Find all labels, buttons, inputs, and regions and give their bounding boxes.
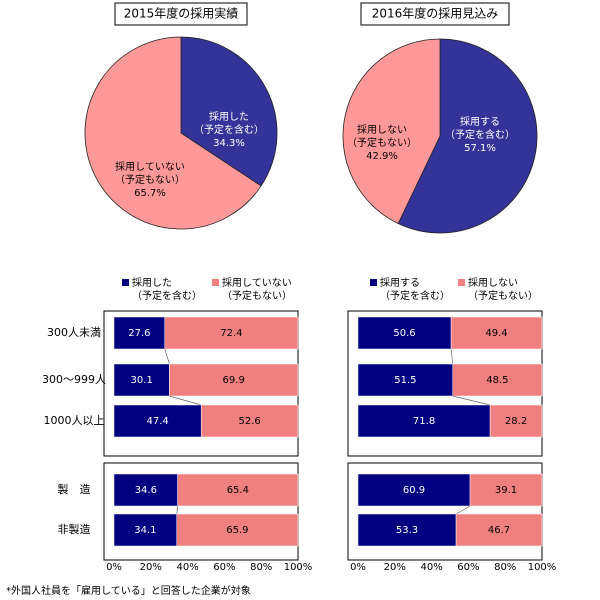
legend-label: 採用しない: [468, 276, 518, 289]
bar-value-label: 71.8: [413, 416, 435, 427]
x-tick-label: 40%: [420, 562, 442, 573]
pie-title: 2015年度の採用実績: [124, 6, 239, 21]
pie-slice-label: （予定もない）: [347, 136, 417, 149]
bar-value-label: 39.1: [495, 485, 517, 496]
pie-slice-value: 34.3%: [213, 138, 245, 149]
x-tick-label: 100%: [528, 562, 557, 573]
bar-segment-b: [489, 404, 543, 438]
x-tick-label: 20%: [384, 562, 406, 573]
bar-connector: [455, 505, 471, 515]
bar-value-label: 49.4: [485, 328, 507, 339]
pie-slice-label: 採用しない: [357, 123, 407, 136]
pie-slice-label: 採用していない: [115, 160, 185, 173]
bar-segment-a: [113, 316, 166, 350]
x-tick-label: 60%: [457, 562, 479, 573]
legend-label: （予定を含む）: [380, 289, 450, 302]
pie-slice-value: 42.9%: [366, 151, 398, 162]
bar-segment-b: [200, 404, 299, 438]
bar-value-label: 50.6: [393, 328, 415, 339]
legend-label: 採用した: [132, 276, 172, 289]
bar-segment-a: [357, 316, 452, 350]
x-tick-label: 60%: [213, 562, 235, 573]
bar-segment-b: [455, 513, 543, 547]
pie-slice-label: （予定を含む）: [445, 128, 515, 141]
bar-value-label: 52.6: [238, 416, 260, 427]
pie-slice-label: （予定を含む）: [194, 123, 264, 136]
bar-value-label: 51.5: [394, 375, 416, 386]
bar-value-label: 72.4: [220, 328, 242, 339]
bar-connector: [169, 395, 202, 406]
pie-title-box: [360, 2, 510, 26]
legend-swatch: [122, 279, 129, 286]
bar-segment-b: [176, 513, 299, 547]
pie-slice-value: 57.1%: [464, 143, 496, 154]
bar-value-label: 48.5: [486, 375, 508, 386]
pie-slice: [342, 38, 441, 225]
bar-segment-b: [164, 316, 299, 350]
bar-connector: [452, 395, 491, 406]
bar-connector: [176, 505, 179, 515]
bar-segment-b: [469, 473, 543, 507]
bar-value-label: 34.1: [134, 525, 156, 536]
legend-swatch: [212, 279, 219, 286]
bar-segment-a: [113, 513, 177, 547]
bar-value-label: 30.1: [131, 375, 153, 386]
pie-title-box: [114, 2, 248, 26]
pie-slice: [84, 36, 262, 230]
category-label: 300人未満: [47, 326, 101, 339]
bar-value-label: 27.6: [128, 328, 150, 339]
x-tick-label: 40%: [176, 562, 198, 573]
bar-value-label: 65.4: [227, 485, 249, 496]
bar-segment-a: [113, 404, 202, 438]
category-label: 非製造: [58, 522, 91, 536]
bar-value-label: 47.4: [146, 416, 168, 427]
bar-segment-b: [177, 473, 299, 507]
bar-connector: [450, 348, 454, 365]
x-tick-label: 0%: [350, 562, 366, 573]
legend-label: （予定を含む）: [132, 289, 202, 302]
footnote: *外国人社員を「雇用している」と回答した企業が対象: [6, 586, 251, 597]
pie-slice: [397, 38, 538, 234]
bar-segment-a: [357, 404, 491, 438]
category-label: 1000人以上: [44, 414, 105, 427]
x-tick-label: 20%: [140, 562, 162, 573]
x-tick-label: 80%: [250, 562, 272, 573]
bar-segment-b: [169, 363, 299, 397]
legend-swatch: [370, 279, 377, 286]
bar-segment-b: [450, 316, 543, 350]
x-tick-label: 100%: [284, 562, 313, 573]
bar-value-label: 60.9: [403, 485, 425, 496]
bar-segment-b: [452, 363, 543, 397]
bar-segment-a: [357, 513, 457, 547]
bar-value-label: 46.7: [488, 525, 510, 536]
legend-label: 採用していない: [222, 276, 292, 289]
pie-slice-label: （予定もない）: [115, 173, 185, 186]
bar-value-label: 53.3: [396, 525, 418, 536]
pie-slice-label: 採用する: [460, 115, 500, 128]
legend-swatch: [458, 279, 465, 286]
bar-segment-a: [357, 473, 471, 507]
category-label: 300～999人: [42, 373, 106, 386]
legend-label: （予定もない）: [468, 289, 538, 302]
bar-value-label: 34.6: [135, 485, 157, 496]
pie-slice-value: 65.7%: [134, 188, 166, 199]
x-tick-label: 80%: [494, 562, 516, 573]
x-tick-label: 0%: [106, 562, 122, 573]
bar-value-label: 69.9: [223, 375, 245, 386]
category-label: 製 造: [58, 482, 91, 496]
bar-segment-a: [357, 363, 454, 397]
bar-value-label: 28.2: [505, 416, 527, 427]
legend-label: （予定もない）: [222, 289, 292, 302]
legend-label: 採用する: [380, 276, 420, 289]
bar-connector: [164, 348, 170, 365]
bar-value-label: 65.9: [226, 525, 248, 536]
pie-title: 2016年度の採用見込み: [372, 6, 499, 21]
pie-slice-label: 採用した: [209, 110, 249, 123]
